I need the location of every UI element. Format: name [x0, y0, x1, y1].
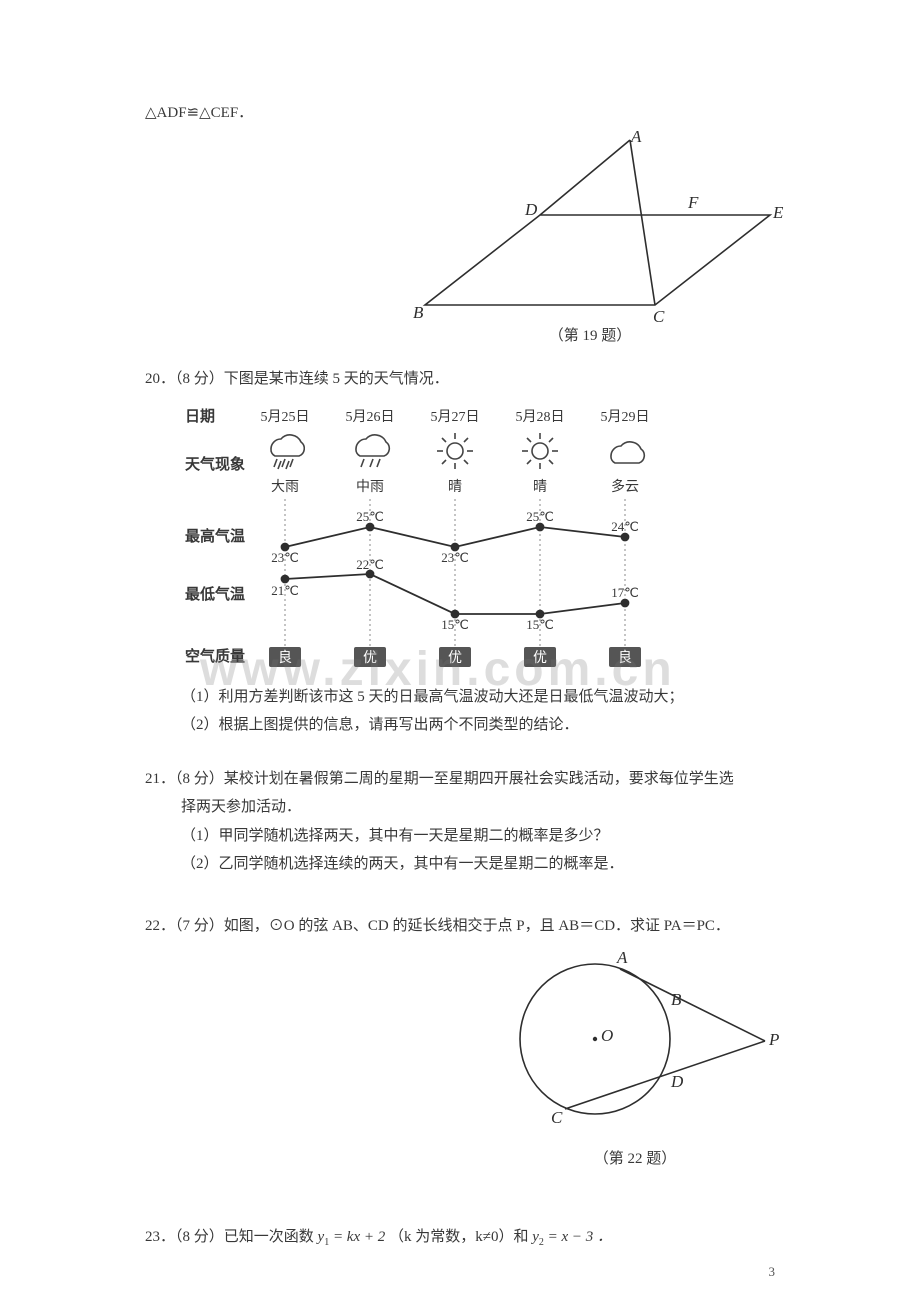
rain-medium-icon: [356, 434, 389, 466]
q22-label-D: D: [670, 1072, 684, 1091]
svg-text:优: 优: [448, 650, 462, 666]
q21-head2: 择两天参加活动．: [145, 794, 775, 820]
sunny-icon: [522, 433, 558, 469]
q20-row-air: 空气质量: [185, 647, 245, 665]
q20-weather-figure: 日期 天气现象 最高气温 最低气温 空气质量 5月25日 5月26日 5月27日…: [165, 399, 695, 674]
page-root: △ADF≌△CEF． A B C D E F （第 19 题） 20．（: [0, 0, 920, 1302]
q19-caption: （第 19 题）: [549, 326, 632, 344]
q20-low-2: 15℃: [441, 617, 469, 632]
q20-air-badge: 优: [524, 647, 556, 667]
q23-eq1: = kx + 2: [329, 1229, 389, 1245]
q19-svg: A B C D E F （第 19 题）: [395, 130, 785, 350]
q22-figure: A B C D P O （第 22 题）: [485, 941, 785, 1191]
q22-label-A: A: [616, 948, 628, 967]
q22-label-P: P: [768, 1030, 779, 1049]
q23-mid: （k 为常数，k≠0）和: [389, 1229, 532, 1245]
q20-date-1: 5月26日: [346, 409, 395, 425]
q20-row-high: 最高气温: [185, 527, 245, 545]
q20-sub2: （2）根据上图提供的信息，请再写出两个不同类型的结论．: [145, 712, 775, 738]
svg-text:良: 良: [618, 650, 632, 666]
q22-svg: A B C D P O （第 22 题）: [485, 941, 785, 1171]
q20-high-1: 25℃: [356, 509, 384, 524]
q19-congruence-line: △ADF≌△CEF．: [145, 100, 775, 126]
q22-label-C: C: [551, 1108, 563, 1127]
q19-label-E: E: [772, 203, 784, 222]
q23-y2: y: [532, 1229, 539, 1245]
q20-air-badge: 良: [269, 647, 301, 667]
svg-text:优: 优: [363, 650, 377, 666]
q19-label-B: B: [413, 303, 424, 322]
q20-wname-2: 晴: [448, 479, 462, 495]
q23-prefix: 23．（8 分）已知一次函数: [145, 1229, 318, 1245]
q19-label-D: D: [524, 200, 538, 219]
q20-row-low: 最低气温: [185, 585, 245, 603]
q21-sub1: （1）甲同学随机选择两天，其中有一天是星期二的概率是多少？: [145, 823, 775, 849]
q23-line: 23．（8 分）已知一次函数 y1 = kx + 2 （k 为常数，k≠0）和 …: [145, 1224, 775, 1252]
sunny-icon: [437, 433, 473, 469]
q22-caption: （第 22 题）: [594, 1149, 677, 1167]
page-number: 3: [769, 1261, 776, 1284]
q20-high-0: 23℃: [271, 550, 299, 565]
q21-head: 21．（8 分）某校计划在暑假第二周的星期一至星期四开展社会实践活动，要求每位学…: [145, 766, 775, 792]
q20-air-badge: 优: [354, 647, 386, 667]
q22-label-O: O: [601, 1026, 613, 1045]
q20-block: 20．（8 分）下图是某市连续 5 天的天气情况． 日期 天气现象 最高气温 最…: [145, 366, 775, 738]
q22-label-B: B: [671, 990, 682, 1009]
q20-low-0: 21℃: [271, 583, 299, 598]
q19-label-A: A: [630, 130, 642, 146]
q20-high-3: 25℃: [526, 509, 554, 524]
q20-low-4: 17℃: [611, 585, 639, 600]
q20-high-4: 24℃: [611, 519, 639, 534]
q19-label-F: F: [687, 193, 699, 212]
q20-head: 20．（8 分）下图是某市连续 5 天的天气情况．: [145, 366, 775, 392]
q20-date-3: 5月28日: [516, 409, 565, 425]
cloudy-icon: [611, 441, 644, 462]
q21-block: 21．（8 分）某校计划在暑假第二周的星期一至星期四开展社会实践活动，要求每位学…: [145, 766, 775, 877]
q22-block: 22．（7 分）如图，⊙O 的弦 AB、CD 的延长线相交于点 P，且 AB＝C…: [145, 913, 775, 939]
q20-high-2: 23℃: [441, 550, 469, 565]
q20-wname-0: 大雨: [271, 479, 299, 495]
q20-sub1: （1）利用方差判断该市这 5 天的日最高气温波动大还是日最低气温波动大；: [145, 684, 775, 710]
q20-wname-4: 多云: [611, 478, 639, 495]
q19-label-C: C: [653, 307, 665, 326]
q20-date-0: 5月25日: [261, 409, 310, 425]
q20-air-badge: 优: [439, 647, 471, 667]
q20-wname-1: 中雨: [356, 479, 384, 495]
q20-row-date: 日期: [185, 407, 215, 425]
q20-wname-3: 晴: [533, 479, 547, 495]
q20-date-4: 5月29日: [601, 409, 650, 425]
q22-head: 22．（7 分）如图，⊙O 的弦 AB、CD 的延长线相交于点 P，且 AB＝C…: [145, 913, 775, 939]
svg-text:良: 良: [278, 650, 292, 666]
q20-row-weather: 天气现象: [185, 455, 245, 473]
rain-heavy-icon: [271, 434, 304, 468]
q20-svg: 日期 天气现象 最高气温 最低气温 空气质量 5月25日 5月26日 5月27日…: [165, 399, 695, 674]
q20-date-2: 5月27日: [431, 409, 480, 425]
q20-low-3: 15℃: [526, 617, 554, 632]
q21-sub2: （2）乙同学随机选择连续的两天，其中有一天是星期二的概率是．: [145, 851, 775, 877]
q20-air-badge: 良: [609, 647, 641, 667]
svg-text:优: 优: [533, 650, 547, 666]
q19-figure: A B C D E F （第 19 题）: [395, 130, 785, 350]
q23-block: 23．（8 分）已知一次函数 y1 = kx + 2 （k 为常数，k≠0）和 …: [145, 1224, 775, 1252]
q20-low-1: 22℃: [356, 557, 384, 572]
q23-eq2: = x − 3 ．: [544, 1229, 612, 1245]
